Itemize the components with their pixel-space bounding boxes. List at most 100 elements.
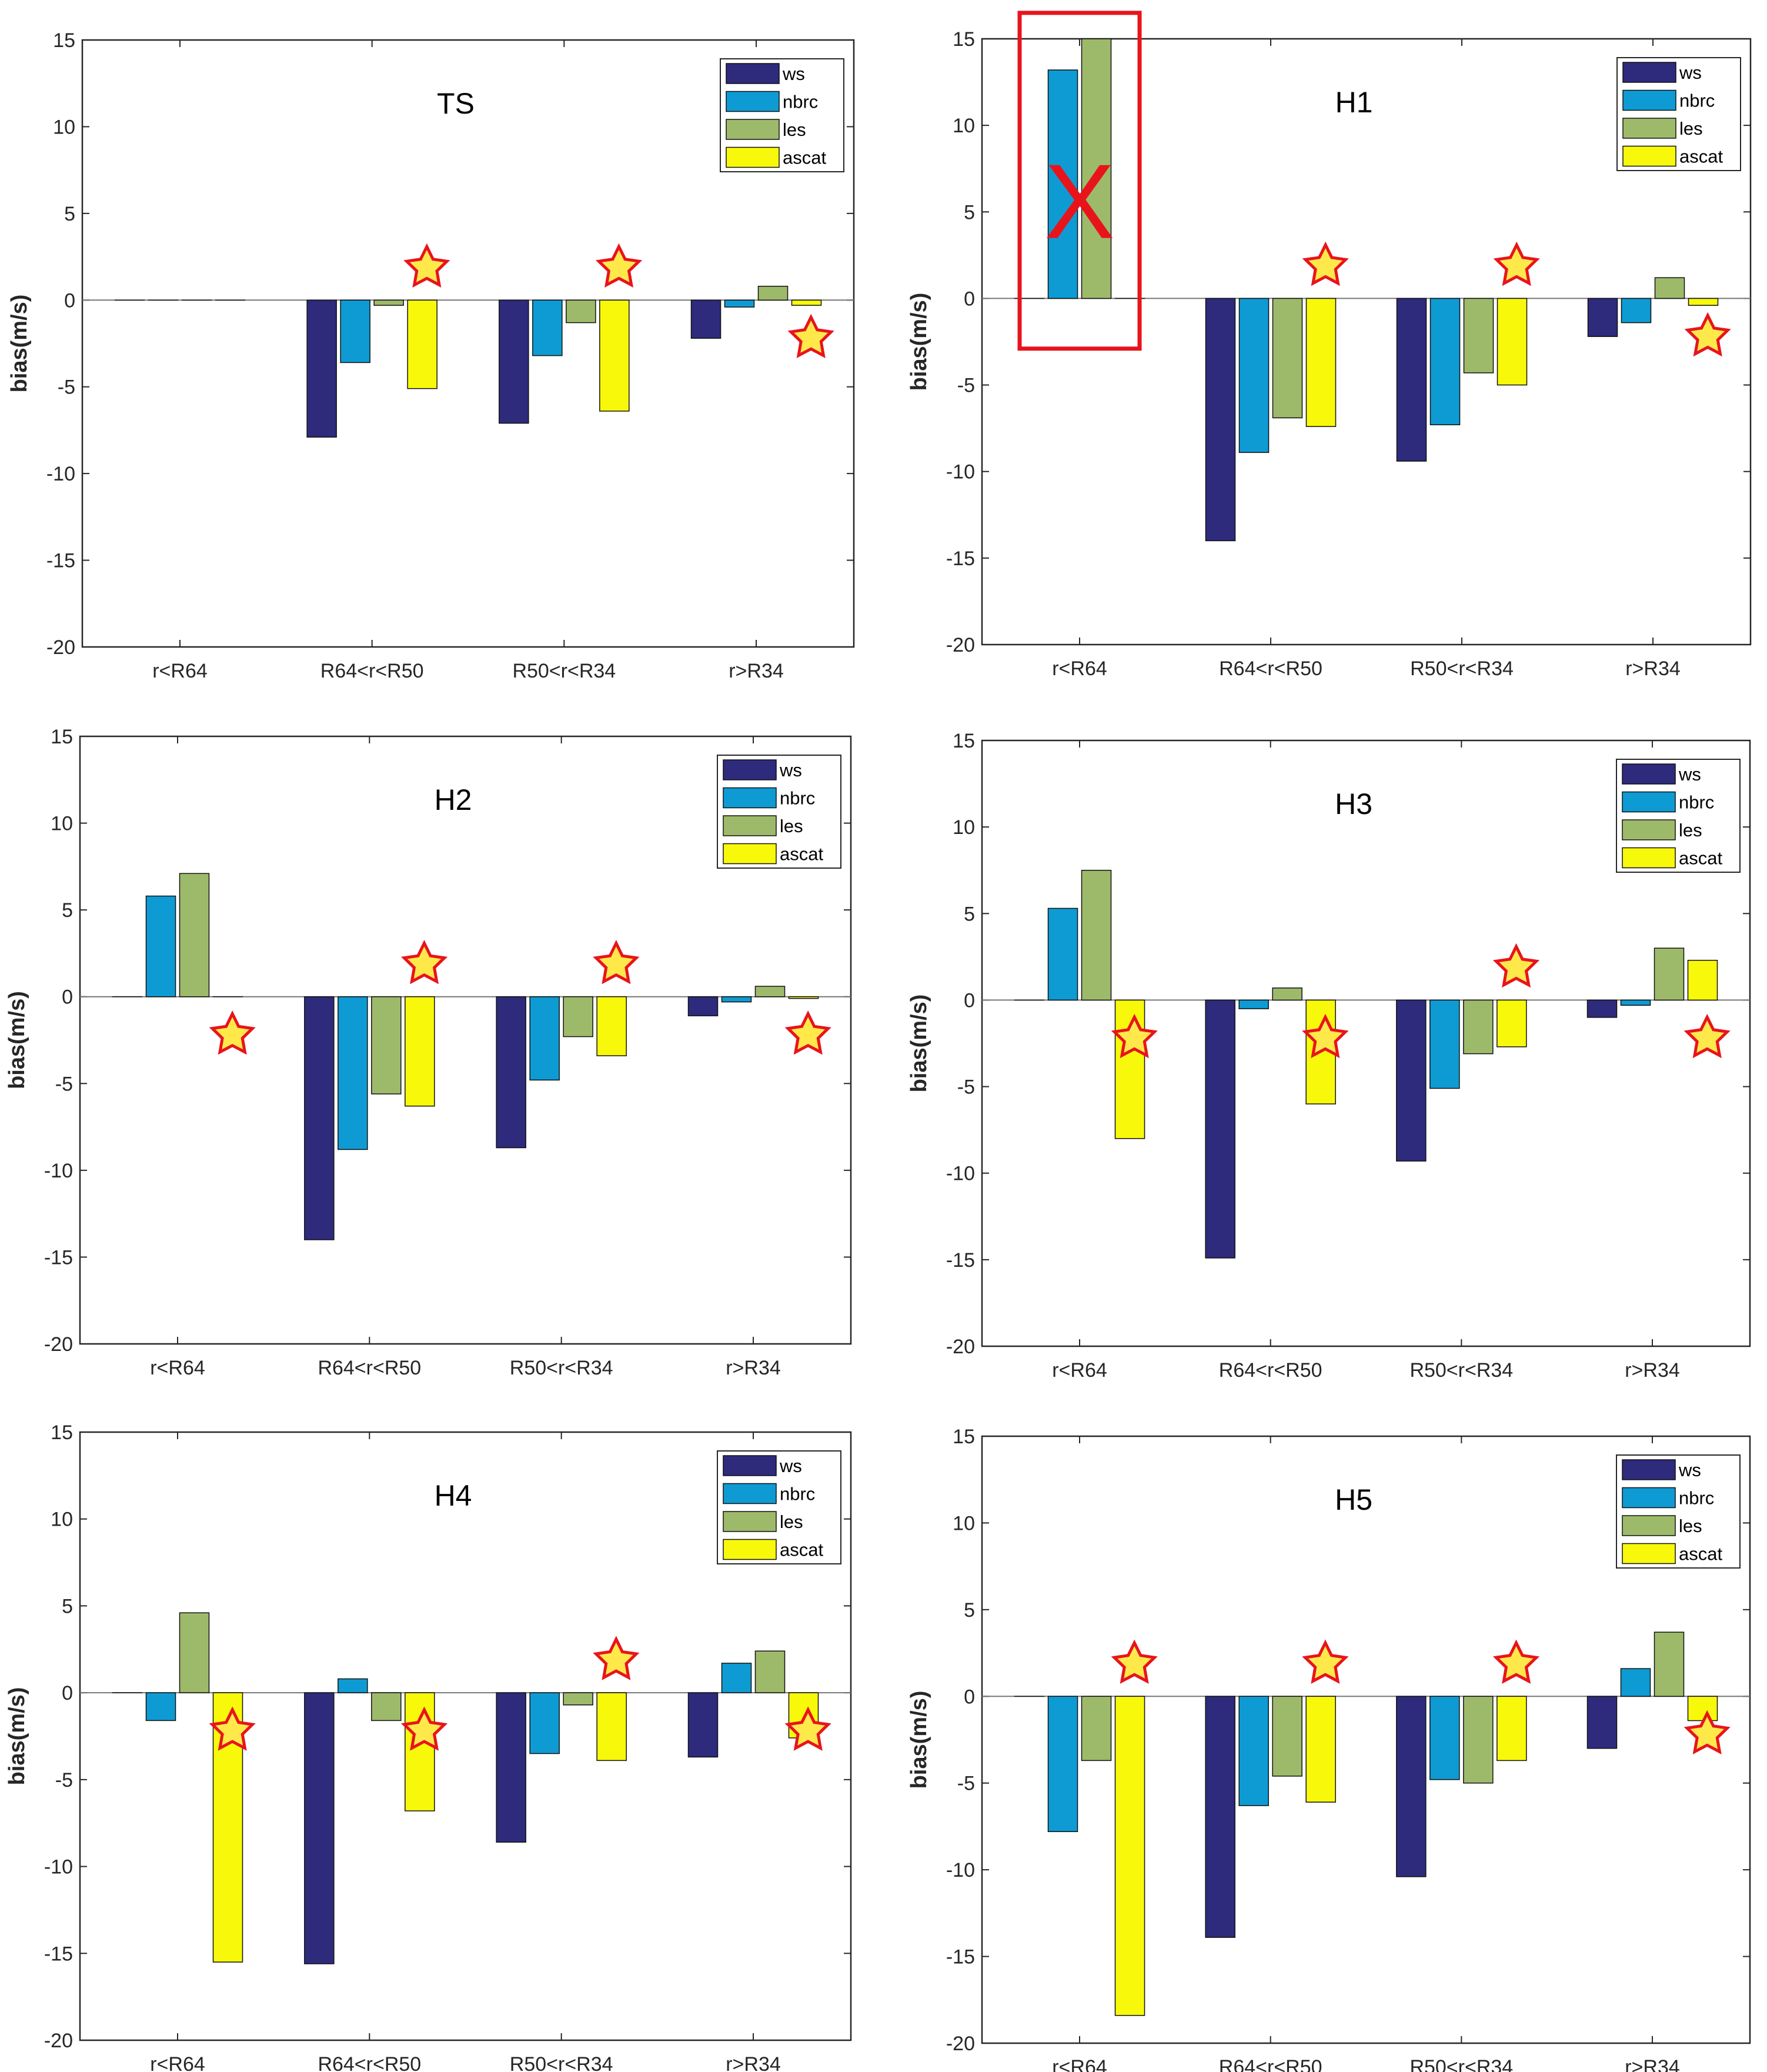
highlight-box bbox=[1017, 11, 1142, 351]
x-tick-label: r>R34 bbox=[1625, 1359, 1680, 1382]
y-tick-label: 5 bbox=[64, 203, 75, 225]
y-tick-label: 0 bbox=[964, 989, 975, 1012]
legend-label-ascat: ascat bbox=[1679, 848, 1722, 869]
x-tick-label: r<R64 bbox=[150, 1357, 205, 1379]
y-axis-label: bias(m/s) bbox=[5, 991, 29, 1089]
bar-nbrc bbox=[1429, 1696, 1460, 1780]
bar-ascat bbox=[1687, 1696, 1718, 1721]
legend-label-ws: ws bbox=[1678, 1460, 1701, 1480]
legend-label-nbrc: nbrc bbox=[1679, 91, 1715, 111]
legend-label-ws: ws bbox=[779, 760, 802, 780]
y-tick-label: -10 bbox=[44, 1160, 73, 1182]
bar-nbrc bbox=[145, 1692, 176, 1721]
y-tick-label: -10 bbox=[46, 463, 75, 485]
legend-label-les: les bbox=[1679, 118, 1703, 139]
legend-label-ascat: ascat bbox=[783, 148, 826, 168]
bar-nbrc bbox=[1429, 999, 1460, 1089]
y-tick-label: 15 bbox=[51, 1422, 73, 1444]
y-tick-label: 10 bbox=[53, 116, 75, 138]
y-axis-label: bias(m/s) bbox=[7, 295, 32, 393]
y-axis-label: bias(m/s) bbox=[5, 1687, 29, 1786]
bar-ascat bbox=[1305, 298, 1337, 427]
legend-swatch-ascat bbox=[723, 843, 777, 865]
legend-label-nbrc: nbrc bbox=[1679, 1488, 1714, 1509]
bar-les bbox=[179, 873, 210, 997]
star-marker bbox=[1111, 1639, 1158, 1684]
star-marker bbox=[1302, 1639, 1349, 1684]
bar-les bbox=[1463, 1696, 1494, 1784]
y-tick-label: -10 bbox=[946, 1163, 975, 1185]
star-marker bbox=[1302, 241, 1349, 286]
y-tick-label: -20 bbox=[44, 2030, 73, 2052]
y-tick-label: -10 bbox=[44, 1856, 73, 1879]
star-marker bbox=[1302, 1013, 1349, 1059]
x-tick-label: R50<r<R34 bbox=[1409, 2056, 1513, 2072]
bar-nbrc bbox=[1620, 999, 1651, 1006]
bar-ws bbox=[496, 996, 526, 1149]
legend-label-nbrc: nbrc bbox=[783, 92, 818, 112]
star-marker bbox=[784, 1706, 831, 1751]
bar-les bbox=[179, 1612, 210, 1693]
star-marker bbox=[1684, 1013, 1731, 1059]
legend-swatch-nbrc bbox=[723, 787, 777, 809]
bar-nbrc bbox=[529, 1692, 560, 1754]
legend: ws nbrc les ascat bbox=[1616, 57, 1741, 171]
bar-les bbox=[1654, 277, 1685, 299]
x-tick-label: R50<r<R34 bbox=[510, 2053, 613, 2072]
legend-swatch-nbrc bbox=[723, 1483, 777, 1504]
legend-label-nbrc: nbrc bbox=[780, 788, 815, 809]
panel-title: H2 bbox=[435, 783, 472, 816]
bar-nbrc bbox=[1620, 1668, 1651, 1697]
legend-label-ascat: ascat bbox=[780, 844, 823, 865]
legend-swatch-nbrc bbox=[1622, 1487, 1676, 1509]
y-tick-label: 5 bbox=[964, 201, 975, 223]
bar-nbrc bbox=[721, 996, 752, 1003]
bar-ascat bbox=[1497, 999, 1527, 1047]
legend-label-les: les bbox=[783, 119, 806, 140]
bar-nbrc bbox=[1047, 69, 1078, 299]
x-tick-label: R50<r<R34 bbox=[1410, 658, 1514, 680]
legend: ws nbrc les ascat bbox=[1616, 1454, 1741, 1569]
bar-les bbox=[754, 986, 786, 997]
legend-label-nbrc: nbrc bbox=[780, 1484, 815, 1504]
bar-ascat bbox=[1497, 298, 1528, 386]
chart-panel-ts: 15 10 5 0 -5 -10 -15 -20 r<R64 R64<r<R50 R50<r<R34… bbox=[7, 29, 855, 682]
bar-nbrc bbox=[724, 299, 755, 308]
bar-nbrc bbox=[1238, 1696, 1269, 1806]
bar-ws bbox=[304, 996, 335, 1240]
x-tick-label: r<R64 bbox=[150, 2053, 205, 2072]
bar-ascat bbox=[1687, 959, 1718, 1001]
bar-ws bbox=[687, 996, 719, 1016]
y-tick-label: 15 bbox=[51, 726, 73, 748]
legend: ws nbrc les ascat bbox=[720, 58, 844, 172]
y-tick-label: -5 bbox=[58, 376, 75, 399]
star-marker bbox=[784, 1010, 831, 1055]
legend-label-ws: ws bbox=[1679, 62, 1702, 83]
x-tick-label: R64<r<R50 bbox=[320, 660, 424, 682]
legend-label-nbrc: nbrc bbox=[1679, 792, 1714, 813]
bar-nbrc bbox=[340, 299, 370, 363]
y-axis-label: bias(m/s) bbox=[907, 293, 931, 391]
y-axis-label: bias(m/s) bbox=[907, 1691, 931, 1789]
star-marker bbox=[1492, 943, 1540, 988]
annotation-x: X bbox=[1044, 143, 1115, 261]
legend-swatch-ascat bbox=[1622, 847, 1676, 869]
panel-title: H5 bbox=[1335, 1483, 1372, 1516]
bar-les bbox=[563, 1692, 593, 1706]
x-tick-label: r>R34 bbox=[729, 660, 784, 682]
y-tick-label: 0 bbox=[964, 288, 975, 310]
bar-ascat bbox=[1114, 1696, 1145, 2016]
legend-swatch-ascat bbox=[726, 146, 780, 168]
y-tick-label: -5 bbox=[55, 1769, 73, 1791]
legend-swatch-ascat bbox=[1622, 1543, 1676, 1564]
legend: ws nbrc les ascat bbox=[717, 1450, 841, 1564]
bar-les bbox=[1081, 869, 1112, 1001]
y-tick-label: 5 bbox=[964, 903, 975, 925]
bar-les bbox=[1081, 1696, 1112, 1761]
y-tick-label: 10 bbox=[953, 1512, 975, 1534]
legend-swatch-les bbox=[1622, 118, 1676, 139]
bar-ws bbox=[1396, 298, 1427, 462]
y-tick-label: -5 bbox=[957, 1773, 975, 1795]
bar-ascat bbox=[791, 299, 822, 306]
legend-swatch-les bbox=[1622, 819, 1676, 840]
